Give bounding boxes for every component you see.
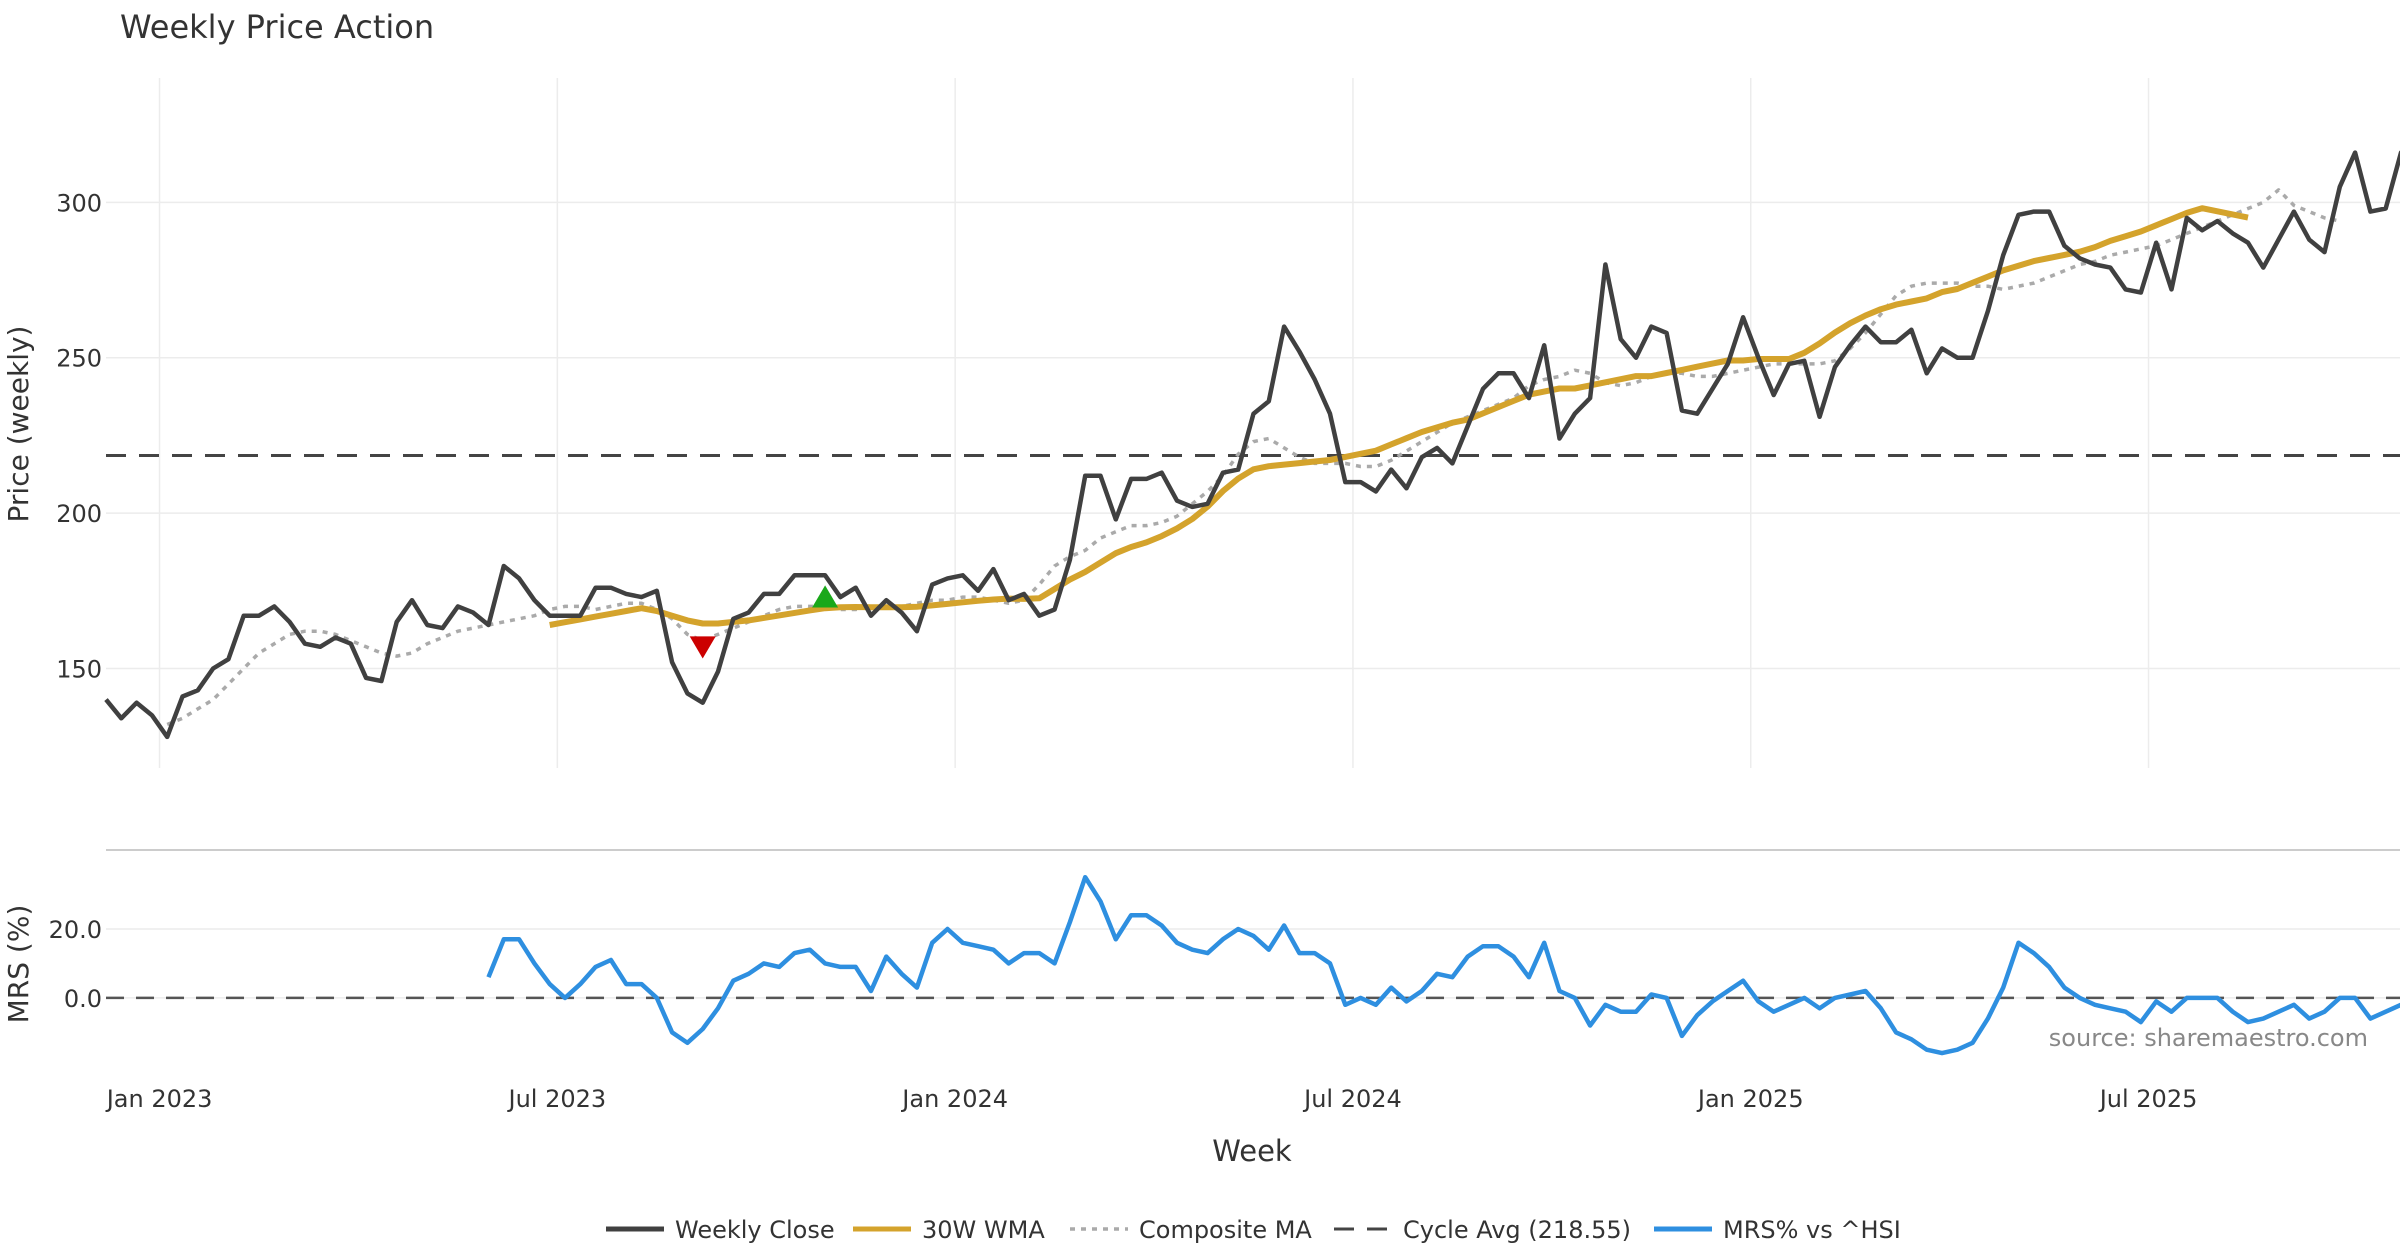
mrs-y-tick-labels: 0.0 20.0: [49, 916, 102, 1013]
mrs-y-tick-label: 20.0: [49, 916, 102, 944]
x-tick-labels: Jan 2023 Jul 2023 Jan 2024 Jul 2024 Jan 2025…: [105, 1085, 2198, 1113]
wma-30w-line: [549, 205, 2249, 628]
price-vertical-gridlines: [158, 78, 2150, 768]
chart-title: Weekly Price Action: [120, 8, 434, 46]
x-tick-label: Jul 2024: [1302, 1085, 1402, 1113]
buy-signal-marker: [812, 585, 839, 608]
legend-label: Cycle Avg (218.55): [1403, 1216, 1631, 1244]
x-tick-label: Jan 2023: [105, 1085, 213, 1113]
legend-label: Composite MA: [1139, 1216, 1312, 1244]
mrs-line: [486, 874, 2400, 1056]
source-watermark: source: sharemaestro.com: [2049, 1024, 2368, 1052]
legend-label: 30W WMA: [922, 1216, 1045, 1244]
x-tick-label: Jul 2025: [2098, 1085, 2198, 1113]
price-y-tick-label: 300: [56, 189, 102, 217]
legend-label: MRS% vs ^HSI: [1723, 1216, 1901, 1244]
x-tick-label: Jan 2024: [900, 1085, 1008, 1113]
mrs-panel: 0.0 20.0 MRS (%) source: sharemaestro.com: [2, 874, 2400, 1056]
price-y-tick-labels: 150 200 250 300: [56, 189, 102, 683]
composite-ma-line: [166, 188, 2341, 727]
price-panel: 150 200 250 300 Price (weekly): [2, 78, 2400, 768]
x-tick-label: Jan 2025: [1696, 1085, 1804, 1113]
price-y-tick-label: 250: [56, 345, 102, 373]
legend-label: Weekly Close: [675, 1216, 835, 1244]
mrs-y-axis-label: MRS (%): [2, 905, 35, 1024]
price-y-axis-label: Price (weekly): [2, 326, 35, 523]
weekly-close-line: [104, 150, 2400, 740]
mrs-y-tick-label: 0.0: [64, 985, 102, 1013]
legend: Weekly Close 30W WMA Composite MA Cycle Avg…: [606, 1216, 1901, 1244]
sell-signal-marker: [689, 636, 716, 659]
price-horizontal-gridlines: [106, 201, 2400, 670]
x-axis-label: Week: [1212, 1134, 1292, 1168]
x-tick-label: Jul 2023: [507, 1085, 607, 1113]
price-y-tick-label: 200: [56, 500, 102, 528]
price-y-tick-label: 150: [56, 656, 102, 684]
